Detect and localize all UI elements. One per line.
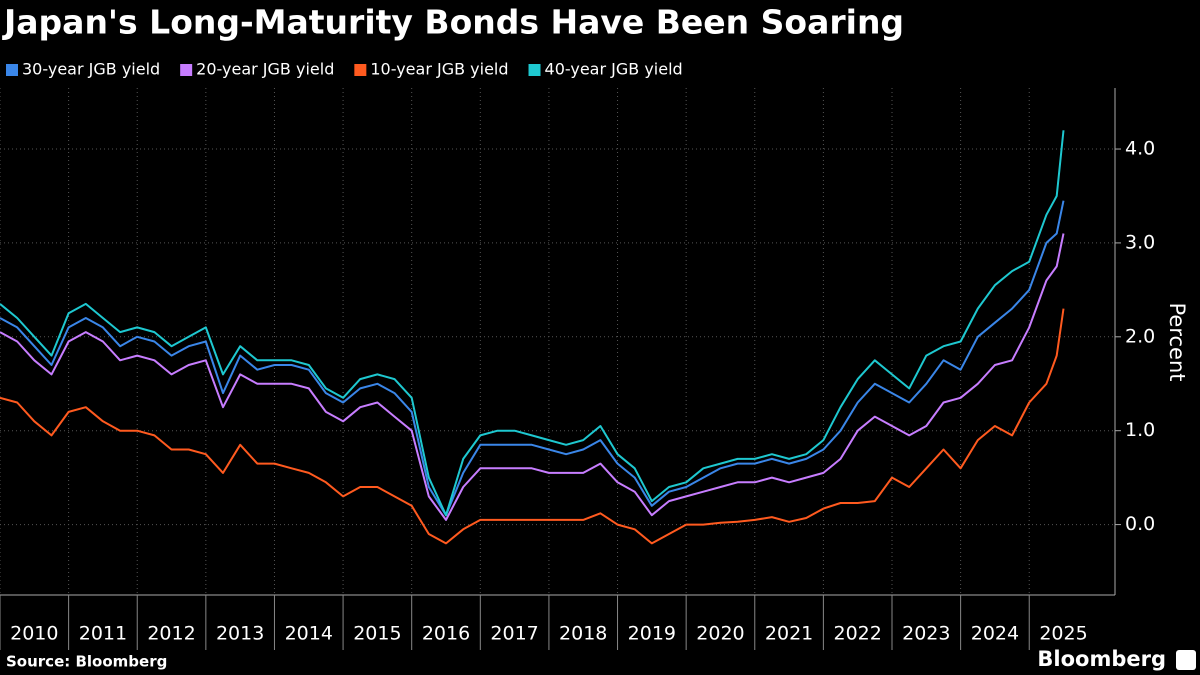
y-tick-label: 3.0 bbox=[1125, 231, 1155, 253]
y-tick-label: 4.0 bbox=[1125, 138, 1155, 160]
legend-label: 20-year JGB yield bbox=[196, 60, 334, 79]
legend-swatch bbox=[354, 64, 367, 76]
legend-swatch bbox=[6, 64, 18, 76]
x-tick-label: 2019 bbox=[628, 623, 676, 645]
x-tick-label: 2015 bbox=[353, 623, 401, 645]
x-tick-label: 2016 bbox=[422, 623, 470, 645]
legend-swatch bbox=[180, 64, 193, 76]
x-tick-label: 2022 bbox=[834, 623, 882, 645]
x-tick-label: 2021 bbox=[765, 623, 813, 645]
x-tick-label: 2025 bbox=[1039, 623, 1087, 645]
x-tick-label: 2013 bbox=[216, 623, 264, 645]
x-tick-label: 2018 bbox=[559, 623, 607, 645]
series-line bbox=[0, 233, 1065, 521]
brand-icon bbox=[1176, 650, 1196, 670]
y-axis-label: Percent bbox=[1165, 302, 1189, 381]
x-tick-label: 2020 bbox=[696, 623, 744, 645]
x-tick-label: 2024 bbox=[971, 623, 1019, 645]
series-line bbox=[0, 308, 1065, 545]
legend-label: 40-year JGB yield bbox=[545, 60, 683, 79]
x-tick-label: 2011 bbox=[79, 623, 127, 645]
x-tick-label: 2017 bbox=[490, 623, 538, 645]
brand: Bloomberg bbox=[1037, 647, 1166, 671]
x-tick-label: 2023 bbox=[902, 623, 950, 645]
legend-label: 30-year JGB yield bbox=[22, 60, 160, 79]
series-line bbox=[0, 130, 1065, 517]
x-tick-label: 2014 bbox=[285, 623, 333, 645]
source: Source: Bloomberg bbox=[6, 653, 167, 671]
chart-title: Japan's Long-Maturity Bonds Have Been So… bbox=[2, 3, 904, 42]
legend-swatch bbox=[528, 64, 541, 76]
y-tick-label: 0.0 bbox=[1125, 513, 1155, 535]
y-tick-label: 1.0 bbox=[1125, 419, 1155, 441]
x-tick-label: 2012 bbox=[147, 623, 195, 645]
x-tick-label: 2010 bbox=[10, 623, 58, 645]
legend-label: 10-year JGB yield bbox=[370, 60, 508, 79]
series-line bbox=[0, 200, 1065, 517]
y-tick-label: 2.0 bbox=[1125, 325, 1155, 347]
